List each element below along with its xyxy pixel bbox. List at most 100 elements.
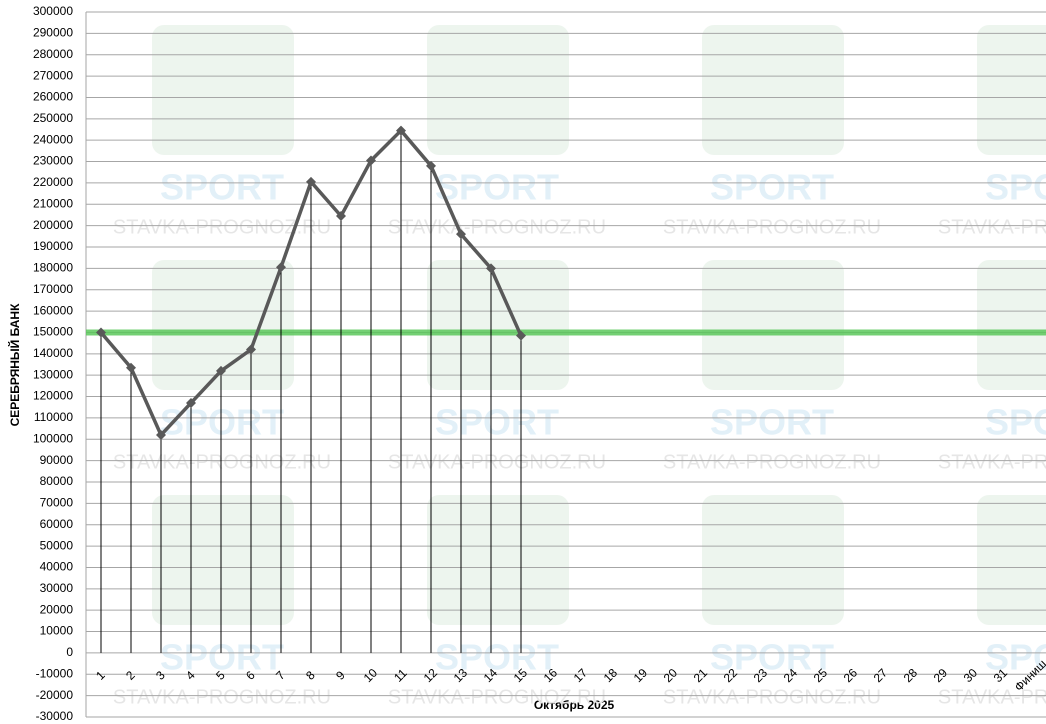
data-point [426,160,436,171]
y-tick-label: 150000 [33,325,73,339]
watermark-logo-shape [427,260,569,390]
watermark-logo-shape [702,25,844,155]
data-point [306,176,316,187]
watermark-logo-shape [702,495,844,625]
y-tick-label: 40000 [40,560,74,574]
y-tick-label: 180000 [33,261,73,275]
x-tick-label: 29 [931,666,951,686]
watermark-text: STAVKA-PROGNOZ.RU [388,451,606,473]
watermark-logo-text: SPORT [985,637,1046,678]
y-tick-label: 140000 [33,346,73,360]
y-tick-label: 80000 [40,474,74,488]
watermark-text: STAVKA-PROGNOZ.RU [663,451,881,473]
data-point [396,125,406,136]
watermark-logo-shape [427,25,569,155]
y-tick-label: 30000 [40,581,74,595]
y-tick-label: 270000 [33,68,73,82]
x-tick-label: 17 [571,666,591,686]
y-tick-label: 200000 [33,218,73,232]
watermark-logo-text: SPORT [710,402,834,443]
x-tick-label: 28 [901,666,921,686]
y-tick-label: 280000 [33,47,73,61]
x-tick-label: 10 [361,666,381,686]
y-tick-label: 210000 [33,196,73,210]
watermark-logo-text: SPORT [710,167,834,208]
y-tick-label: 230000 [33,154,73,168]
y-tick-label: -20000 [36,688,74,702]
x-tick-label: 30 [961,666,981,686]
x-tick-label: 19 [631,666,651,686]
watermark-logo-text: SPORT [710,637,834,678]
y-tick-label: 190000 [33,239,73,253]
x-tick-label: 20 [661,666,681,686]
data-point [156,430,166,440]
y-tick-label: 100000 [33,431,73,445]
x-tick-label: 27 [871,666,891,686]
y-tick-label: 300000 [33,4,73,18]
y-tick-label: 120000 [33,389,73,403]
y-tick-label: 130000 [33,367,73,381]
watermark-text: STAVKA-PROGNOZ.RU [938,686,1046,708]
x-tick-label: 1 [93,668,108,683]
x-axis-title: Октябрь 2025 [534,698,615,712]
x-tick-label: 26 [841,666,861,686]
watermark-logo-text: SPORT [160,167,284,208]
y-tick-label: 20000 [40,602,74,616]
data-point [126,362,136,373]
y-axis-title: СЕРЕБРЯНЫЙ БАНК [7,303,22,427]
watermark-logo-shape [977,25,1046,155]
watermark-logo-shape [152,260,294,390]
watermark-logo-text: SPORT [985,402,1046,443]
x-tick-label: 2 [123,668,138,683]
y-tick-label: 240000 [33,132,73,146]
y-tick-label: 50000 [40,538,74,552]
y-tick-label: 220000 [33,175,73,189]
watermark-text: STAVKA-PROGNOZ.RU [938,451,1046,473]
watermark-logo-shape [977,260,1046,390]
data-point [486,263,496,274]
watermark-logo-shape [977,495,1046,625]
y-tick-label: 60000 [40,517,74,531]
y-tick-label: 110000 [34,410,73,424]
watermark-logo-shape [427,495,569,625]
data-point [516,330,526,341]
watermark-logo-text: SPORT [435,637,559,678]
watermark-logo-text: SPORT [985,167,1046,208]
y-tick-label: 160000 [33,303,73,317]
y-tick-label: 260000 [33,90,73,104]
x-tick-label: 11 [391,666,410,685]
y-tick-label: 10000 [40,624,74,638]
y-tick-label: 170000 [33,282,73,296]
watermark-text: STAVKA-PROGNOZ.RU [388,686,606,708]
watermark-text: STAVKA-PROGNOZ.RU [663,686,881,708]
data-point [216,365,226,376]
data-point [366,155,376,166]
watermark-text: STAVKA-PROGNOZ.RU [113,216,331,238]
watermark-logo-text: SPORT [435,402,559,443]
watermark-logo-shape [152,495,294,625]
x-tick-label: 18 [601,666,621,686]
y-tick-label: 70000 [40,496,74,510]
y-tick-label: -10000 [36,666,74,680]
data-point [96,327,106,338]
watermark-logo-shape [702,260,844,390]
watermark-logo-text: SPORT [435,167,559,208]
y-tick-label: 90000 [40,453,74,467]
data-point [186,397,196,408]
watermark-text: STAVKA-PROGNOZ.RU [938,216,1046,238]
x-tick-label: 9 [333,668,348,683]
data-point [456,229,466,240]
y-tick-label: 250000 [33,111,73,125]
data-point [336,211,346,222]
x-tick-label: 8 [303,668,318,683]
y-tick-label: 290000 [33,26,73,40]
y-tick-label: 0 [66,645,73,659]
data-point [246,344,256,355]
y-tick-label: -30000 [36,709,74,723]
watermark-logo-text: SPORT [160,637,284,678]
watermark-logo-shape [152,25,294,155]
data-point [276,262,286,273]
watermark-text: STAVKA-PROGNOZ.RU [113,686,331,708]
x-tick-label: 21 [691,666,711,686]
